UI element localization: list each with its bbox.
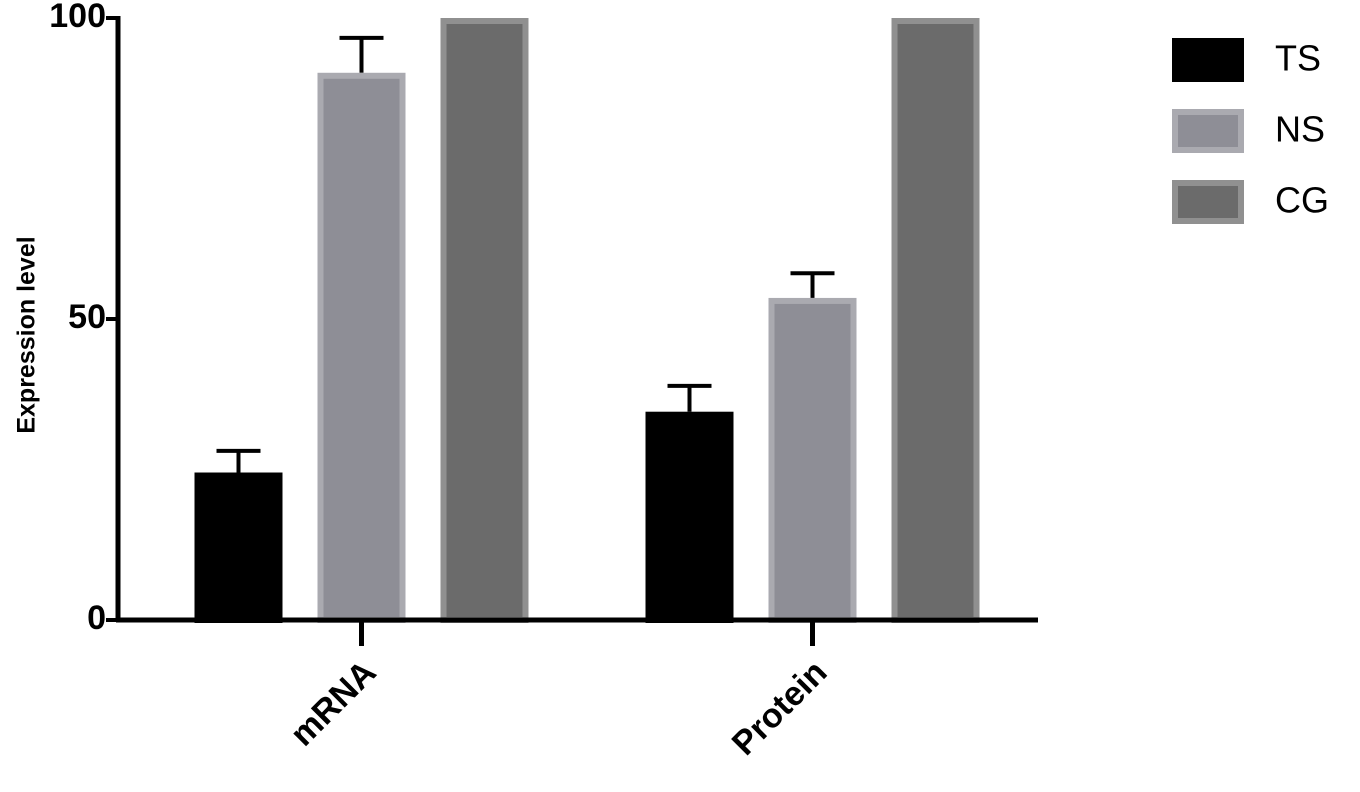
bar [317,72,406,624]
legend-label: CG [1275,180,1329,221]
bar [645,411,734,624]
error-bar [339,35,384,73]
legend-label: TS [1275,38,1321,79]
error-bar [667,383,712,412]
x-tick-label: Protein [725,653,835,763]
y-tick-label: 50 [68,298,106,336]
legend-label: NS [1275,109,1325,150]
y-tick-label: 0 [87,599,106,637]
bar [194,472,283,624]
legend-swatch [1172,38,1244,82]
error-bar [790,271,835,298]
legend-swatch [1172,109,1244,153]
bar [768,297,857,623]
y-axis-label: Expression level [13,236,41,433]
x-tick-label: mRNA [283,653,383,753]
bar [891,18,980,623]
y-tick-label: 100 [49,0,106,35]
legend-swatch [1172,180,1244,224]
bar [440,18,529,623]
error-bar [216,448,261,473]
